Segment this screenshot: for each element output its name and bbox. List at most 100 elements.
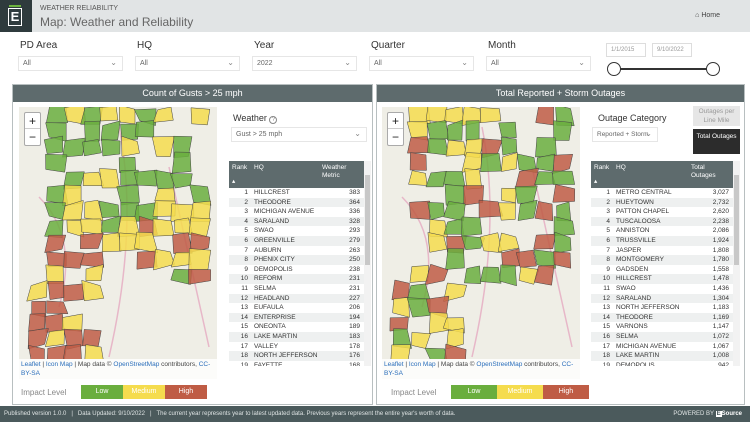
map-region[interactable] — [518, 266, 540, 285]
map-region[interactable] — [170, 268, 193, 285]
map-region[interactable] — [446, 119, 463, 141]
map-region[interactable] — [46, 251, 67, 268]
map-region[interactable] — [461, 216, 483, 237]
cc-link[interactable]: CC-BY-SA — [21, 361, 211, 377]
map-region[interactable] — [390, 344, 411, 366]
map-region[interactable] — [44, 202, 66, 220]
table-row[interactable]: 7 JASPER 1,808 — [606, 246, 729, 254]
table-row[interactable]: 13 EUFAULA 206 — [240, 304, 360, 312]
map-region[interactable] — [446, 328, 464, 350]
table-row[interactable]: 6 TRUSSVILLE 1,924 — [591, 235, 733, 246]
map-region[interactable] — [391, 279, 410, 301]
table-row[interactable]: 16 LAKE MARTIN 183 — [229, 331, 364, 342]
table-row[interactable]: 12 HEADLAND 227 — [229, 293, 364, 304]
map-region[interactable] — [425, 107, 448, 124]
map-region[interactable] — [392, 328, 412, 349]
map-region[interactable] — [427, 202, 445, 221]
map-region[interactable] — [535, 137, 557, 158]
map-region[interactable] — [461, 235, 486, 250]
map-region[interactable] — [517, 199, 538, 221]
map-region[interactable] — [80, 233, 104, 249]
map-region[interactable] — [151, 136, 175, 157]
map-region[interactable] — [79, 251, 105, 268]
zoom-in-button[interactable]: + — [388, 113, 403, 129]
map-region[interactable] — [552, 170, 576, 185]
map-region[interactable] — [406, 297, 431, 318]
table-row[interactable]: 14 THEODORE 1,169 — [591, 312, 733, 323]
map-region[interactable] — [27, 328, 49, 350]
filter-dropdown[interactable]: 2022 ⌄ — [252, 56, 357, 71]
map-region[interactable] — [498, 121, 517, 139]
map-region[interactable] — [555, 107, 575, 127]
map-region[interactable] — [535, 107, 554, 126]
map-region[interactable] — [26, 280, 48, 302]
table-row[interactable]: 15 VARNONS 1,147 — [602, 323, 729, 331]
map-region[interactable] — [552, 184, 576, 203]
table-row[interactable]: 3 MICHIGAN AVENUE 336 — [244, 208, 360, 216]
map-region[interactable] — [498, 202, 516, 221]
zoom-out-button[interactable]: − — [28, 130, 36, 144]
filter-dropdown[interactable]: All ⌄ — [135, 56, 240, 71]
table-row[interactable]: 19 FAYETTE 168 — [240, 361, 360, 366]
table-row[interactable]: 15 ONEONTA 189 — [240, 323, 360, 331]
outage-map[interactable]: + − Leaflet | Icon Map | Map data © OpenS… — [382, 107, 580, 379]
column-metric[interactable]: Weather Metric — [322, 164, 347, 179]
column-rank[interactable]: Rank — [594, 164, 610, 171]
table-row[interactable]: 16 SELMA 1,072 — [591, 331, 733, 342]
map-region[interactable] — [101, 232, 122, 253]
map-region[interactable] — [533, 233, 556, 250]
map-region[interactable] — [392, 297, 410, 318]
column-hq[interactable]: HQ — [254, 164, 264, 171]
map-region[interactable] — [501, 152, 518, 172]
map-region[interactable] — [408, 170, 428, 186]
map-region[interactable] — [499, 264, 517, 287]
table-row[interactable]: 1 HILLCREST 383 — [244, 189, 360, 196]
map-region[interactable] — [465, 120, 480, 142]
table-row[interactable]: 2 HUEYTOWN 2,732 — [591, 197, 733, 208]
map-region[interactable] — [82, 139, 102, 157]
map-region[interactable] — [409, 200, 431, 220]
map-region[interactable] — [119, 107, 136, 125]
outage-category-dropdown[interactable]: Reported + Storm ⌄ — [592, 127, 658, 142]
leaflet-link[interactable]: Leaflet — [21, 361, 41, 368]
map-region[interactable] — [61, 313, 83, 332]
map-region[interactable] — [134, 120, 155, 138]
outage-table-scrollbar[interactable] — [733, 161, 740, 366]
map-region[interactable] — [445, 248, 465, 270]
map-region[interactable] — [45, 264, 64, 284]
map-region[interactable] — [81, 279, 105, 302]
filter-dropdown[interactable]: All ⌄ — [369, 56, 474, 71]
map-region[interactable] — [480, 107, 502, 123]
map-region[interactable] — [44, 234, 67, 254]
map-region[interactable] — [99, 107, 119, 122]
map-region[interactable] — [100, 120, 121, 141]
table-row[interactable]: 12 SARALAND 1,304 — [591, 293, 733, 304]
map-region[interactable] — [154, 187, 176, 202]
map-region[interactable] — [84, 120, 101, 142]
map-region[interactable] — [120, 123, 139, 141]
map-region[interactable] — [116, 184, 140, 206]
map-region[interactable] — [61, 344, 82, 366]
map-region[interactable] — [501, 248, 520, 269]
table-row[interactable]: 10 REFORM 231 — [229, 274, 364, 284]
outages-per-line-mile-toggle[interactable]: Outages per Line Mile — [693, 106, 740, 126]
column-hq[interactable]: HQ — [616, 164, 626, 171]
table-row[interactable]: 5 ANNISTON 2,086 — [606, 227, 729, 235]
table-row[interactable]: 18 NORTH JEFFERSON 176 — [229, 351, 364, 361]
map-region[interactable] — [43, 135, 63, 154]
map-region[interactable] — [80, 218, 104, 235]
map-region[interactable] — [553, 154, 574, 174]
table-row[interactable]: 11 SELMA 231 — [241, 284, 360, 292]
table-row[interactable]: 1 METRO CENTRAL 3,027 — [606, 189, 729, 196]
map-region[interactable] — [497, 232, 520, 253]
table-row[interactable]: 14 ENTERPRISE 194 — [229, 312, 364, 323]
zoom-in-button[interactable]: + — [25, 113, 40, 129]
map-region[interactable] — [171, 151, 192, 174]
table-row[interactable]: 9 GADSDEN 1,558 — [606, 265, 729, 273]
map-region[interactable] — [553, 120, 573, 141]
map-region[interactable] — [45, 153, 68, 173]
map-region[interactable] — [553, 216, 575, 237]
weather-dropdown[interactable]: Gust > 25 mph ⌄ — [231, 127, 367, 142]
map-region[interactable] — [407, 136, 431, 154]
date-slider-start-handle[interactable] — [607, 62, 621, 76]
